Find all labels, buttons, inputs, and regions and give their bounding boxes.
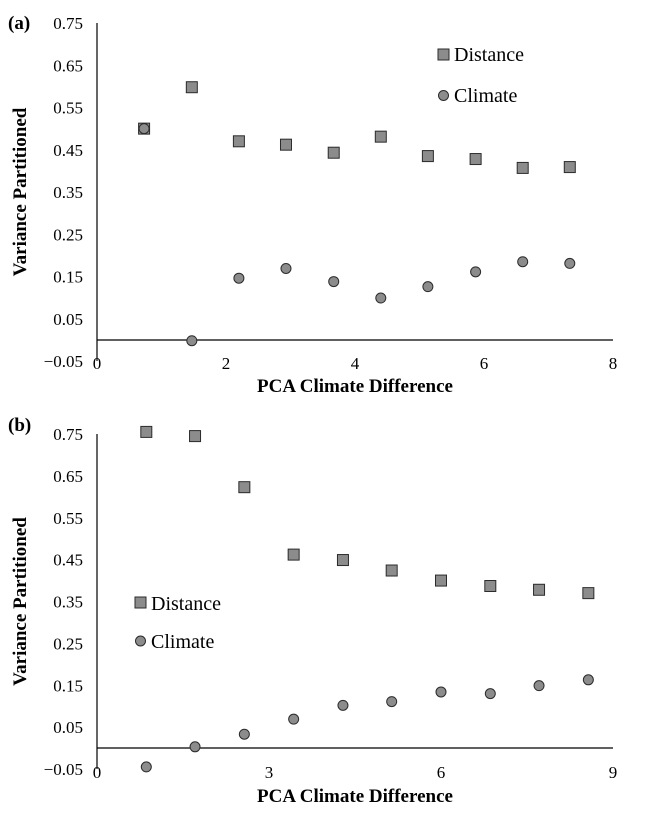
climate-point [186,335,198,347]
distance-point [327,146,340,159]
legend-climate-label: Climate [151,631,214,653]
climate-point [328,276,340,288]
x-tick-label: 6 [480,354,489,373]
climate-point [386,696,398,708]
y-tick-label: 0.75 [53,14,83,33]
panel-a-y-axis-title: Variance Partitioned [10,107,31,276]
climate-point [280,262,292,274]
distance-point [189,430,202,443]
legend-distance-label: Distance [454,44,524,66]
x-tick-label: 6 [437,763,446,782]
y-tick-label: 0.25 [53,225,83,244]
y-tick-label: 0.45 [53,141,83,160]
legend-distance-marker [134,596,147,609]
y-tick-label: 0.55 [53,99,83,118]
distance-point [185,81,198,94]
panel-b-label: (b) [8,415,31,436]
distance-point [287,548,300,561]
climate-point [337,699,349,711]
distance-point [469,153,482,166]
distance-point [238,481,251,494]
distance-point [533,583,546,596]
y-tick-label: 0.25 [53,634,83,653]
y-tick-label: 0.35 [53,183,83,202]
panel-a-x-tick-labels: 0 2 4 6 8 [93,354,618,373]
x-tick-label: 0 [93,354,102,373]
panel-a-legend: Distance Climate [437,44,524,107]
distance-point [421,150,434,163]
panel-a-points [138,81,576,347]
distance-point [140,425,153,438]
distance-point [516,161,529,174]
legend-distance-marker [437,48,450,61]
y-tick-label: 0.55 [53,509,83,528]
y-tick-label: 0.75 [53,425,83,444]
legend-distance-label: Distance [151,593,221,615]
distance-point [385,564,398,577]
climate-point [233,272,245,284]
climate-point [189,741,201,753]
distance-point [336,554,349,567]
panel-b-x-axis-title: PCA Climate Difference [257,786,453,807]
x-tick-label: 4 [351,354,360,373]
distance-point [484,580,497,593]
panel-b-points [140,425,595,773]
climate-point [140,761,152,773]
x-tick-label: 2 [222,354,231,373]
climate-point [564,257,576,269]
distance-point [279,138,292,151]
x-tick-label: 0 [93,763,102,782]
climate-point [238,728,250,740]
climate-point [470,266,482,278]
distance-point [232,135,245,148]
y-tick-label: 0.15 [53,268,83,287]
y-tick-label: 0.05 [53,718,83,737]
climate-point [484,688,496,700]
climate-point [375,292,387,304]
distance-point [563,161,576,174]
panel-b-x-tick-labels: 0 3 6 9 [93,763,618,782]
panel-b-y-tick-labels: 0.75 0.65 0.55 0.45 0.35 0.25 0.15 0.05 … [44,425,83,779]
panel-a-label: (a) [8,13,30,34]
distance-point [582,587,595,600]
y-tick-label: 0.65 [53,467,83,486]
x-tick-label: 8 [609,354,618,373]
climate-point [288,713,300,725]
climate-point [422,281,434,293]
panel-b-y-axis-title: Variance Partitioned [10,517,31,686]
y-tick-label: 0.05 [53,310,83,329]
climate-point [533,680,545,692]
legend-climate-marker [135,635,146,647]
panel-b-legend: Distance Climate [134,593,221,653]
climate-point [582,674,594,686]
y-tick-label: −0.05 [44,352,83,371]
y-tick-label: −0.05 [44,760,83,779]
y-tick-label: 0.65 [53,56,83,75]
x-tick-label: 3 [265,763,274,782]
panel-a: (a) 0.75 0.65 0.55 0.45 0.35 0.25 0.15 0… [8,13,617,397]
distance-point [374,130,387,143]
legend-climate-label: Climate [454,85,517,107]
y-tick-label: 0.15 [53,676,83,695]
panel-b: (b) 0.75 0.65 0.55 0.45 0.35 0.25 0.15 0… [8,415,617,807]
y-tick-label: 0.35 [53,593,83,612]
y-tick-label: 0.45 [53,551,83,570]
panel-a-x-axis-title: PCA Climate Difference [257,376,453,397]
climate-point [138,123,150,135]
climate-point [435,686,447,698]
panel-a-y-tick-labels: 0.75 0.65 0.55 0.45 0.35 0.25 0.15 0.05 … [44,14,83,371]
distance-point [435,574,447,587]
climate-point [517,256,529,268]
x-tick-label: 9 [609,763,618,782]
legend-climate-marker [438,90,449,101]
